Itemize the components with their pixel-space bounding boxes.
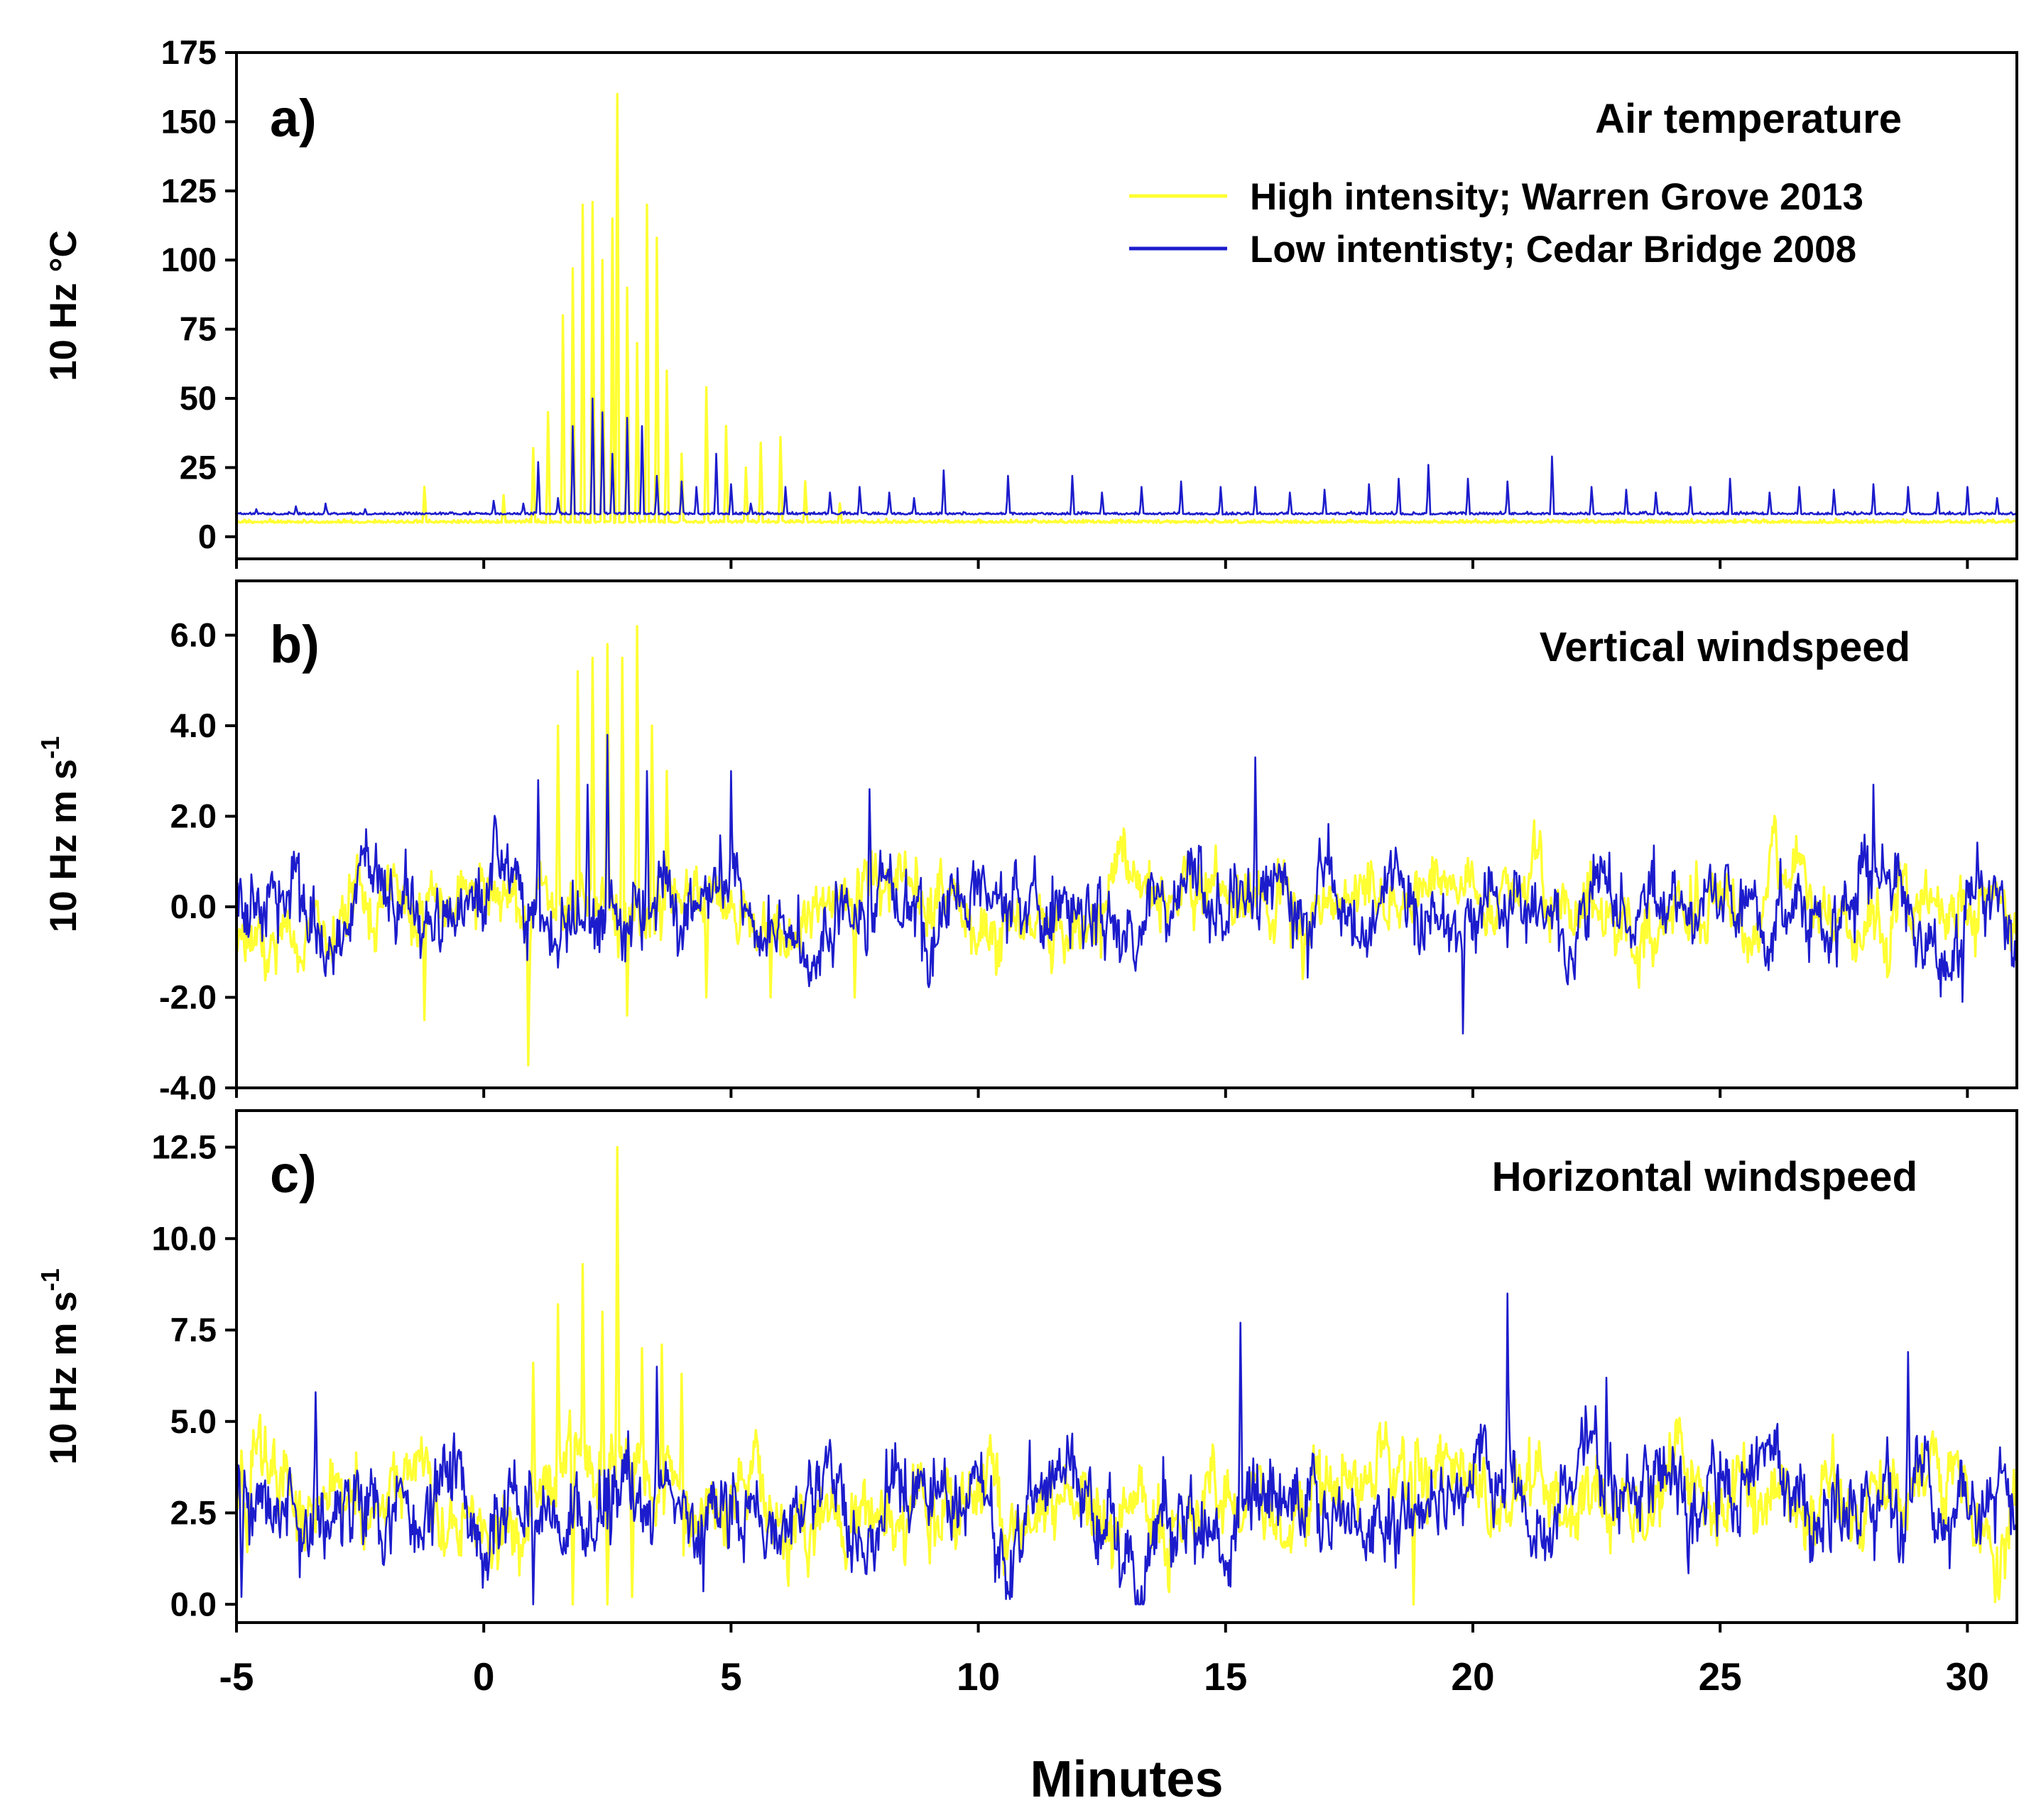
panel-letter: a) (270, 89, 317, 148)
y-tick-label: 0 (198, 518, 217, 555)
y-tick-label: -2.0 (159, 979, 217, 1016)
y-tick-label: 150 (161, 102, 217, 140)
y-axis-label-superscript: -1 (36, 1268, 65, 1291)
plot-frame (235, 579, 2018, 1089)
x-tick-label: 25 (1699, 1655, 1742, 1699)
y-axis-label: 10 Hz °C (43, 230, 85, 381)
y-axis-label-superscript: -1 (36, 736, 65, 759)
series-high-intensity-line (236, 625, 2017, 1067)
series-high-intensity-line (236, 92, 2017, 524)
y-tick-label: 12.5 (152, 1128, 217, 1166)
y-tick-label: 75 (180, 310, 217, 348)
panel-title: Horizontal windspeed (1492, 1154, 1917, 1200)
x-tick-label: 15 (1204, 1655, 1247, 1699)
plot-frame (235, 1109, 2018, 1624)
panel-letter: c) (270, 1145, 317, 1204)
y-tick-label: 10.0 (152, 1219, 217, 1257)
x-tick-label: 30 (1946, 1655, 1989, 1699)
series-low-intensity-line (236, 734, 2017, 1035)
y-tick-label: 0.0 (170, 888, 217, 925)
legend-label: Low intentisty; Cedar Bridge 2008 (1250, 229, 1856, 271)
y-axis-label: 10 Hz m s-1 (36, 736, 85, 933)
legend: High intensity; Warren Grove 2013 Low int… (1129, 176, 1863, 271)
y-axis-label-text: 10 Hz m s (43, 1291, 85, 1465)
panel-b: -4.0 -2.0 0.0 2.0 4.0 6.0 b) Vertical windspeed… (36, 579, 2018, 1106)
series-group (236, 92, 2017, 524)
series-group (236, 1145, 2017, 1606)
x-axis-label: Minutes (1030, 1751, 1223, 1808)
series-low-intensity-line (236, 1292, 2017, 1606)
x-tick-label: -5 (219, 1655, 254, 1699)
y-tick-label: 25 (180, 448, 217, 486)
y-tick-label: 2.0 (170, 797, 217, 835)
y-axis-label: 10 Hz m s-1 (36, 1268, 85, 1465)
y-tick-label: 125 (161, 172, 217, 209)
x-tick-label: 20 (1451, 1655, 1494, 1699)
y-tick-label: 0.0 (170, 1585, 217, 1623)
x-tick-label: 5 (720, 1655, 742, 1699)
x-tick-label: 0 (473, 1655, 495, 1699)
y-tick-label: 7.5 (170, 1311, 217, 1348)
y-tick-label: 4.0 (170, 707, 217, 744)
panel-a: 0 25 50 75 100 125 150 175 a) Air temperature 10 H… (43, 33, 2018, 569)
plot-frame (235, 51, 2018, 560)
y-tick-label: -4.0 (159, 1069, 217, 1106)
y-tick-label: 100 (161, 241, 217, 278)
y-tick-label: 5.0 (170, 1402, 217, 1440)
panel-c: 0.0 2.5 5.0 7.5 10.0 12.5 c) Horizontal windspe… (36, 1109, 2018, 1633)
panel-letter: b) (270, 615, 320, 674)
series-low-intensity-line (236, 397, 2017, 516)
series-group (236, 625, 2017, 1067)
y-tick-label: 2.5 (170, 1494, 217, 1532)
y-tick-label: 175 (161, 33, 217, 71)
y-tick-label: 50 (180, 379, 217, 417)
panel-title: Air temperature (1595, 96, 1902, 142)
y-axis-label-text: 10 Hz °C (43, 230, 85, 381)
x-tick-label: 10 (957, 1655, 1000, 1699)
y-tick-label: 6.0 (170, 616, 217, 654)
panel-title: Vertical windspeed (1540, 624, 1910, 670)
legend-label: High intensity; Warren Grove 2013 (1250, 176, 1863, 218)
y-axis-label-text: 10 Hz m s (43, 759, 85, 933)
